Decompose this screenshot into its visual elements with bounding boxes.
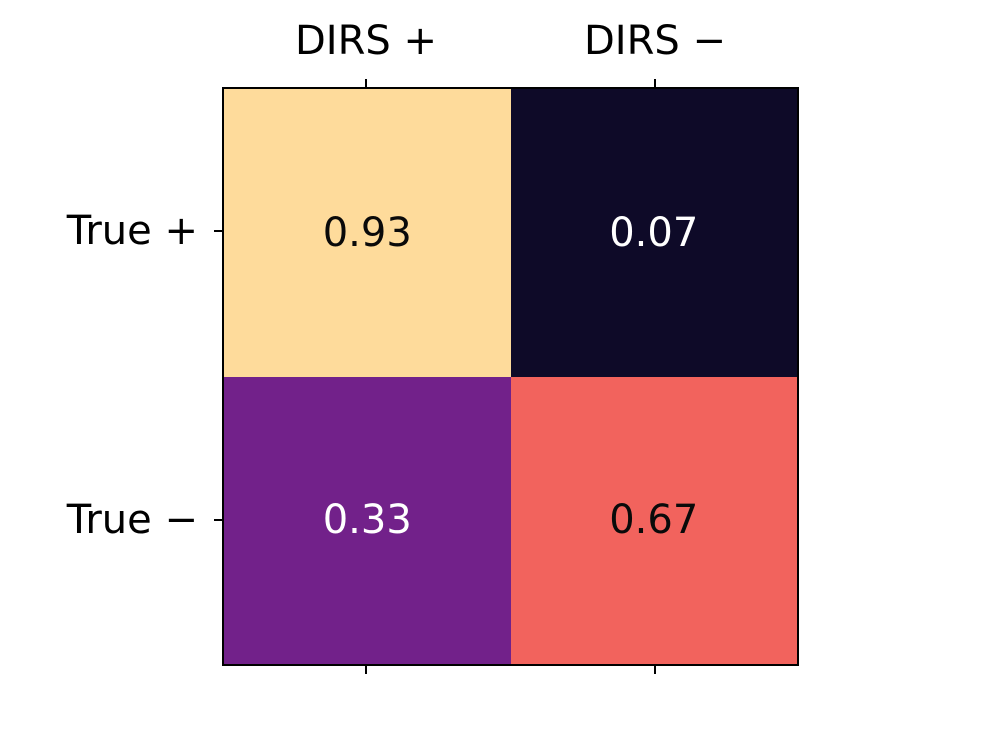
heatmap-cell-trueneg-dirsneg: 0.67 [510, 376, 797, 664]
x-tick-top-col1 [654, 79, 656, 87]
y-tick-left-row0 [214, 230, 222, 232]
cell-value-truepos-dirsneg: 0.07 [609, 209, 699, 256]
x-tick-bottom-col1 [654, 666, 656, 674]
cell-value-trueneg-dirspos: 0.33 [322, 497, 412, 544]
y-axis-label-true-negative: True − [66, 497, 198, 543]
heatmap-cell-truepos-dirspos: 0.93 [224, 89, 511, 377]
x-axis-label-dirs-positive: DIRS + [294, 18, 437, 64]
x-tick-top-col0 [365, 79, 367, 87]
y-tick-left-row1 [214, 519, 222, 521]
y-axis-label-true-positive: True + [66, 208, 198, 254]
cell-value-trueneg-dirsneg: 0.67 [609, 497, 699, 544]
heatmap-plot-area: 0.93 0.07 0.33 0.67 [222, 87, 799, 666]
x-axis-label-dirs-negative: DIRS − [583, 18, 726, 64]
heatmap-cell-trueneg-dirspos: 0.33 [224, 376, 511, 664]
cell-value-truepos-dirspos: 0.93 [322, 209, 412, 256]
x-tick-bottom-col0 [365, 666, 367, 674]
heatmap-cell-truepos-dirsneg: 0.07 [510, 89, 797, 377]
